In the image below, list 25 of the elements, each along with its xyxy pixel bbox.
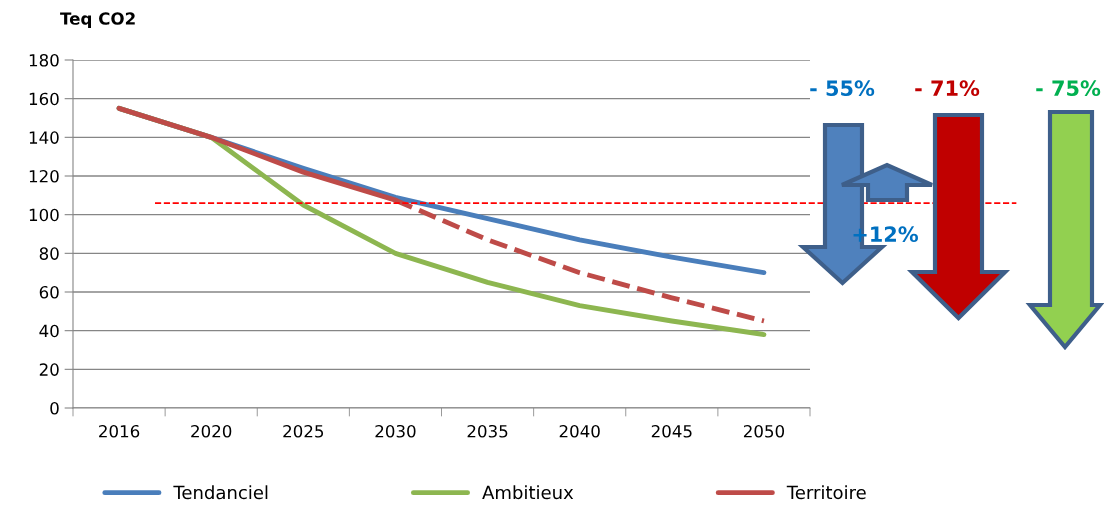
text: - 71% (915, 80, 980, 97)
y-tick-label: 180 (29, 53, 59, 67)
legend-label: Tendanciel (173, 485, 268, 500)
x-tick-label: 2030 (375, 424, 416, 438)
x-tick-label: 2045 (651, 424, 692, 438)
legend-label: Ambitieux (482, 485, 574, 500)
x-tick-label: 2040 (559, 424, 600, 438)
text: - 75% (1036, 80, 1101, 97)
x-tick-label: 2035 (467, 424, 508, 438)
x-tick-label: 2050 (743, 424, 785, 438)
y-tick-label: 0 (50, 401, 59, 415)
legend-label: Territoire (786, 485, 866, 500)
x-tick-label: 2025 (283, 424, 324, 438)
y-tick-label: 140 (29, 131, 59, 144)
y-tick-label: 20 (39, 363, 59, 376)
y-tick-label: 60 (39, 285, 59, 299)
x-tick-label: 2020 (191, 424, 232, 438)
y-tick-label: 80 (39, 247, 59, 260)
x-tick-label: 2016 (99, 424, 140, 438)
y-tick-label: 100 (29, 208, 59, 222)
y-tick-label: 160 (29, 92, 59, 106)
text: - 55% (810, 80, 875, 97)
y-tick-label: 120 (29, 169, 59, 183)
y-tick-label: 40 (39, 324, 59, 338)
y-axis-title: Teq CO2 (60, 12, 135, 29)
